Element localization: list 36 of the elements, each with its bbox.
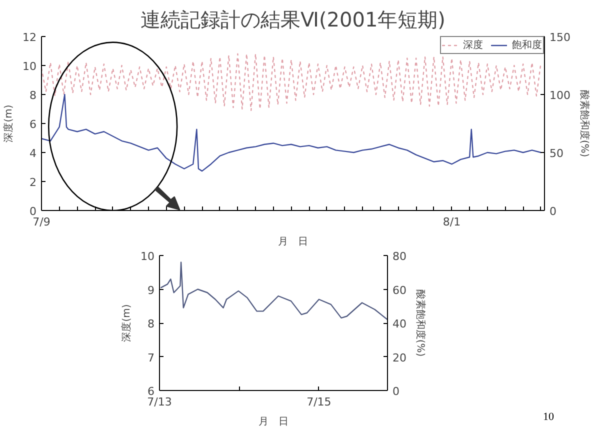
y2-tick-label: 0: [392, 385, 400, 398]
y-tick-label: 9: [148, 284, 154, 297]
y-tick-label: 4: [30, 147, 36, 160]
y-tick-label: 12: [22, 31, 37, 44]
y2-tick-label: 50: [550, 147, 564, 160]
y-tick-label: 10: [140, 250, 155, 263]
y2-tick-label: 20: [392, 351, 406, 364]
x-axis-title: 月 日: [278, 236, 308, 248]
y-tick-label: 10: [22, 60, 37, 73]
y-axis-title: 深度(m): [120, 304, 133, 342]
y2-axis-title: 酸素飽和度(%): [414, 289, 426, 357]
legend-label: 飽和度: [512, 38, 542, 52]
legend-label: 深度: [463, 38, 483, 52]
x-tick-label: 7/9: [32, 216, 50, 228]
y-tick-label: 0: [30, 205, 36, 218]
y-tick-label: 8: [148, 318, 154, 330]
x-tick-label: 7/15: [306, 396, 332, 408]
y-axis-title: 深度(m): [2, 104, 15, 142]
chart-title: 連続記録計の結果Ⅵ(2001年短期): [140, 8, 446, 32]
x-tick-label: 7/13: [147, 396, 172, 408]
y2-tick-label: 0: [550, 205, 556, 218]
y2-tick-label: 80: [392, 250, 406, 263]
text: 10: [543, 410, 554, 425]
y2-tick-label: 40: [392, 318, 406, 330]
y2-tick-label: 60: [392, 284, 406, 297]
y-tick-label: 7: [148, 351, 154, 364]
y-tick-label: 6: [148, 385, 154, 398]
y-tick-label: 8: [30, 89, 36, 102]
y2-tick-label: 100: [550, 89, 570, 102]
y2-axis-title: 酸素飽和度(%): [578, 90, 590, 158]
y-tick-label: 2: [30, 176, 36, 189]
y-tick-label: 6: [30, 118, 36, 131]
x-axis-title: 月 日: [258, 416, 288, 428]
line-series: [42, 53, 542, 112]
x-tick-label: 8/1: [442, 216, 461, 228]
y2-tick-label: 150: [550, 31, 570, 44]
